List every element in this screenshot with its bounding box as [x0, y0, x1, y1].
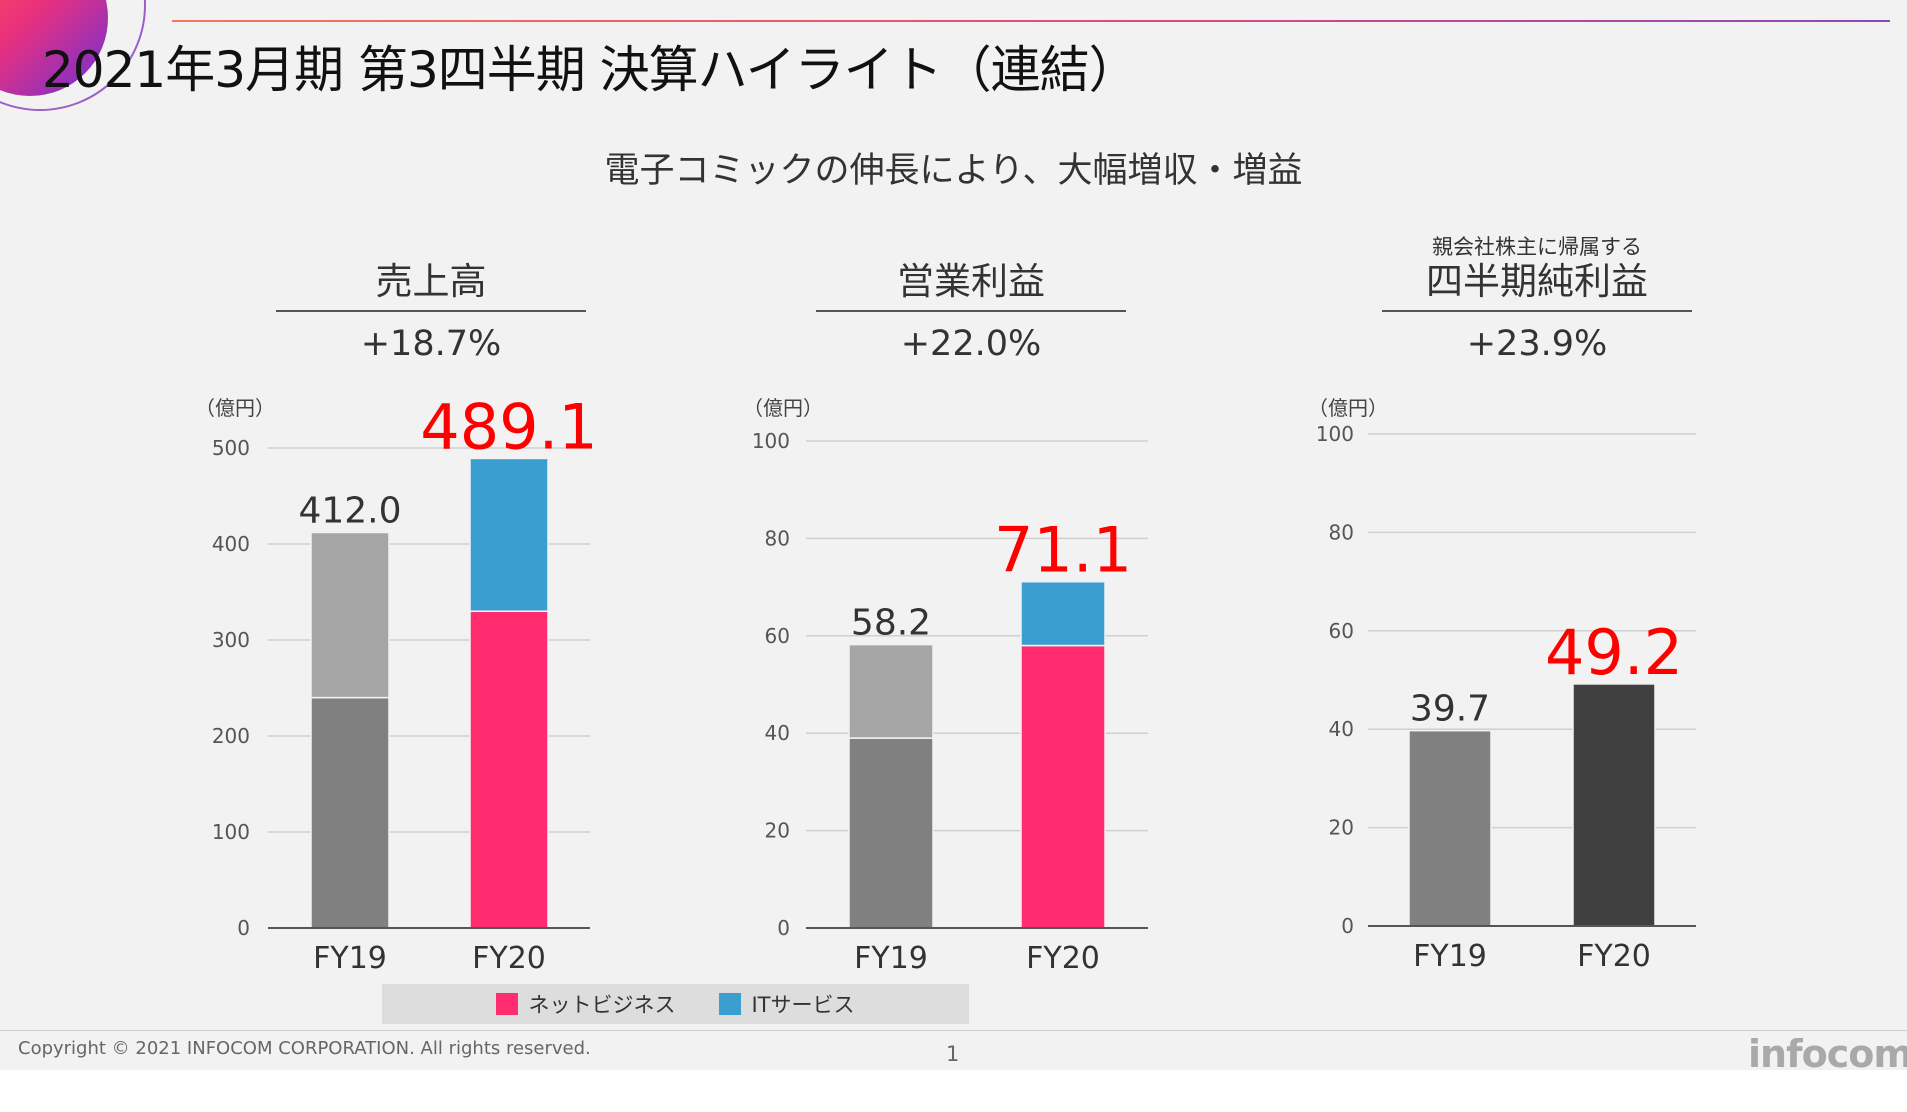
panel-title: 売上高	[375, 260, 487, 303]
panel-title: 四半期純利益	[1426, 260, 1648, 303]
bar-total-label: 39.7	[1410, 689, 1490, 730]
panel-pretitle: 親会社株主に帰属する	[1432, 235, 1642, 259]
slide-title: 2021年3月期 第3四半期 決算ハイライト（連結）	[42, 41, 1139, 99]
decoration-circle	[0, 0, 108, 96]
copyright-text: Copyright © 2021 INFOCOM CORPORATION. Al…	[18, 1038, 591, 1059]
panel-header-net-income: 親会社株主に帰属する 四半期純利益 +23.9%	[1382, 234, 1692, 364]
y-tick-label: 80	[1329, 520, 1354, 544]
bar-segment	[310, 531, 390, 699]
y-tick-label: 60	[1329, 619, 1354, 643]
x-category-label: FY19	[313, 941, 387, 976]
bar-segment	[1408, 729, 1492, 927]
panel-rule	[816, 310, 1126, 312]
y-tick-label: 500	[212, 436, 250, 460]
x-category-label: FY19	[854, 941, 928, 976]
bar-segment	[848, 737, 934, 929]
panel-rule	[276, 310, 586, 312]
page-number: 1	[946, 1042, 960, 1066]
bar-total-label: 412.0	[298, 490, 401, 531]
bar-total-label: 58.2	[851, 603, 931, 644]
x-category-label: FY20	[1577, 939, 1651, 974]
x-category-label: FY20	[1026, 941, 1100, 976]
bar-total-label: 49.2	[1545, 616, 1683, 689]
x-category-label: FY20	[472, 941, 546, 976]
bar-segment	[310, 696, 390, 929]
y-tick-label: 60	[765, 624, 790, 648]
y-tick-label: 400	[212, 532, 250, 556]
panel-growth-rate: +22.0%	[900, 324, 1042, 364]
bar-segment	[1572, 683, 1656, 927]
panel-rule	[1382, 310, 1692, 312]
y-unit-label: （億円）	[1308, 396, 1388, 420]
panel-growth-rate: +23.9%	[1466, 324, 1608, 364]
bar-segment	[469, 457, 549, 612]
panel-title: 営業利益	[897, 260, 1045, 303]
bar-segment	[848, 643, 934, 739]
bar-total-label: 489.1	[420, 390, 598, 463]
legend-swatch	[496, 993, 519, 1015]
bar-total-label: 71.1	[994, 514, 1132, 587]
company-logo: infocom	[1748, 1032, 1907, 1070]
y-unit-label: （億円）	[195, 396, 275, 420]
title-rule	[172, 20, 1890, 22]
y-tick-label: 20	[765, 819, 790, 843]
y-unit-label: （億円）	[743, 396, 823, 420]
y-tick-label: 300	[212, 628, 250, 652]
x-category-label: FY19	[1413, 939, 1487, 974]
y-tick-label: 100	[752, 429, 790, 453]
legend-item-it-services: ITサービス	[719, 989, 855, 1019]
panel-growth-rate: +18.7%	[360, 324, 502, 364]
y-tick-label: 20	[1329, 816, 1354, 840]
corner-decoration	[0, 0, 146, 111]
bar-segment	[469, 610, 549, 929]
y-tick-label: 40	[1329, 717, 1354, 741]
chart-legend: ネットビジネス ITサービス	[382, 984, 969, 1024]
legend-item-net-business: ネットビジネス	[496, 989, 675, 1019]
legend-label: ネットビジネス	[528, 993, 676, 1017]
y-tick-label: 100	[212, 820, 250, 844]
slide-subtitle: 電子コミックの伸長により、大幅増収・増益	[604, 151, 1303, 191]
y-tick-label: 100	[1316, 422, 1354, 446]
bar-segment	[1020, 580, 1106, 647]
legend-label: ITサービス	[751, 993, 855, 1017]
legend-swatch	[719, 993, 742, 1015]
charts-canvas: （億円）0100200300400500412.0FY19489.1FY20（億…	[195, 390, 1696, 976]
y-tick-label: 0	[237, 916, 250, 940]
y-tick-label: 40	[765, 721, 790, 745]
panel-header-sales: 売上高 +18.7%	[276, 234, 586, 364]
panel-header-operating-income: 営業利益 +22.0%	[816, 234, 1126, 364]
y-tick-label: 0	[1341, 914, 1354, 938]
y-tick-label: 0	[777, 916, 790, 940]
footer-rule	[0, 1030, 1907, 1031]
bar-segment	[1020, 644, 1106, 929]
slide: 2021年3月期 第3四半期 決算ハイライト（連結） 電子コミックの伸長により、…	[0, 0, 1907, 1070]
y-tick-label: 200	[212, 724, 250, 748]
decoration-ring	[0, 0, 146, 111]
y-tick-label: 80	[765, 526, 790, 550]
